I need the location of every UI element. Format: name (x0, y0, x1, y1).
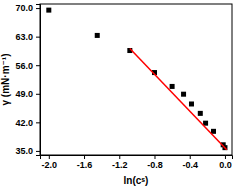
tick-mark (36, 122, 40, 123)
tick: -0.8 (147, 155, 163, 170)
tick-mark (36, 65, 40, 66)
y-axis: 35.0 42.0 49.0 56.0 63.0 70.0 (15, 3, 40, 156)
tick-mark (36, 8, 40, 9)
point (198, 111, 203, 116)
point (46, 8, 51, 13)
tick-mark (225, 155, 226, 159)
tick-label: -0.8 (147, 160, 163, 170)
tick: 42.0 (15, 118, 40, 128)
tick-label: -1.2 (112, 160, 128, 170)
point (95, 33, 100, 38)
axis-line (41, 156, 233, 160)
point (189, 101, 194, 106)
tick: 35.0 (15, 146, 40, 156)
tick-mark (119, 155, 120, 159)
plot: -2.0 -1.6 -1.2 -0.8 -0.4 0.0 35.0 42.0 49.0 56.0 6… (15, 3, 232, 170)
tick-mark (84, 155, 85, 159)
tick-mark (154, 155, 155, 159)
tick-label: 56.0 (15, 61, 33, 71)
tick: 0.0 (219, 155, 232, 170)
tick-mark (190, 155, 191, 159)
tick-mark (36, 151, 40, 152)
tick-label: 49.0 (15, 89, 33, 99)
tick-label: -2.0 (42, 160, 58, 170)
tick: 63.0 (15, 32, 40, 42)
tick: 49.0 (15, 89, 40, 99)
tick-label: 42.0 (15, 118, 33, 128)
chart: -2.0 -1.6 -1.2 -0.8 -0.4 0.0 35.0 42.0 49.0 56.0 6… (0, 0, 238, 189)
tick: -2.0 (42, 155, 58, 170)
tick-label: 70.0 (15, 3, 33, 13)
tick: 56.0 (15, 61, 40, 71)
x-axis-title: ln(cˢ) (124, 175, 149, 186)
tick: 70.0 (15, 3, 40, 13)
tick-label: -1.6 (77, 160, 93, 170)
plot-frame (40, 4, 232, 155)
point (170, 84, 175, 89)
tick-label: 63.0 (15, 32, 33, 42)
tick: -1.6 (77, 155, 93, 170)
tick-mark (36, 94, 40, 95)
x-axis: -2.0 -1.6 -1.2 -0.8 -0.4 0.0 (41, 155, 233, 170)
tick-label: 35.0 (15, 146, 33, 156)
tick-mark (49, 155, 50, 159)
tick-mark (36, 37, 40, 38)
axis-line (36, 5, 41, 156)
fit-line (130, 48, 227, 149)
tick: -1.2 (112, 155, 128, 170)
tick-label: 0.0 (219, 160, 232, 170)
tick: -0.4 (182, 155, 198, 170)
point (181, 92, 186, 97)
marks (46, 8, 227, 151)
tick-label: -0.4 (182, 160, 198, 170)
y-axis-title: γ (mN·m⁻¹) (0, 54, 11, 106)
